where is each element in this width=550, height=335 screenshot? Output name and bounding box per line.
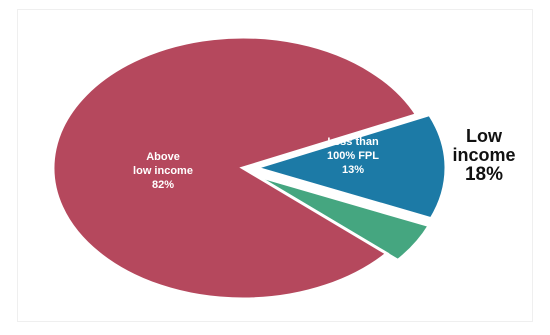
pie-slice-0 — [51, 35, 419, 301]
slice-1-label-line-1: 100% FPL — [327, 150, 379, 162]
callout-line-1: Low — [466, 126, 503, 146]
slice-0-label-line-0: Above — [146, 151, 180, 163]
callout-line-2: income — [452, 145, 515, 165]
slice-1-label-line-0: Less than — [327, 136, 379, 148]
slice-1-label-line-2: 13% — [342, 164, 364, 176]
callout-line-3: 18% — [465, 164, 503, 185]
slice-0-label-line-1: low income — [133, 165, 193, 177]
pie-slice-2 — [253, 173, 432, 263]
slice-0-label-line-2: 82% — [152, 179, 174, 191]
pie-slice-1 — [250, 112, 448, 221]
